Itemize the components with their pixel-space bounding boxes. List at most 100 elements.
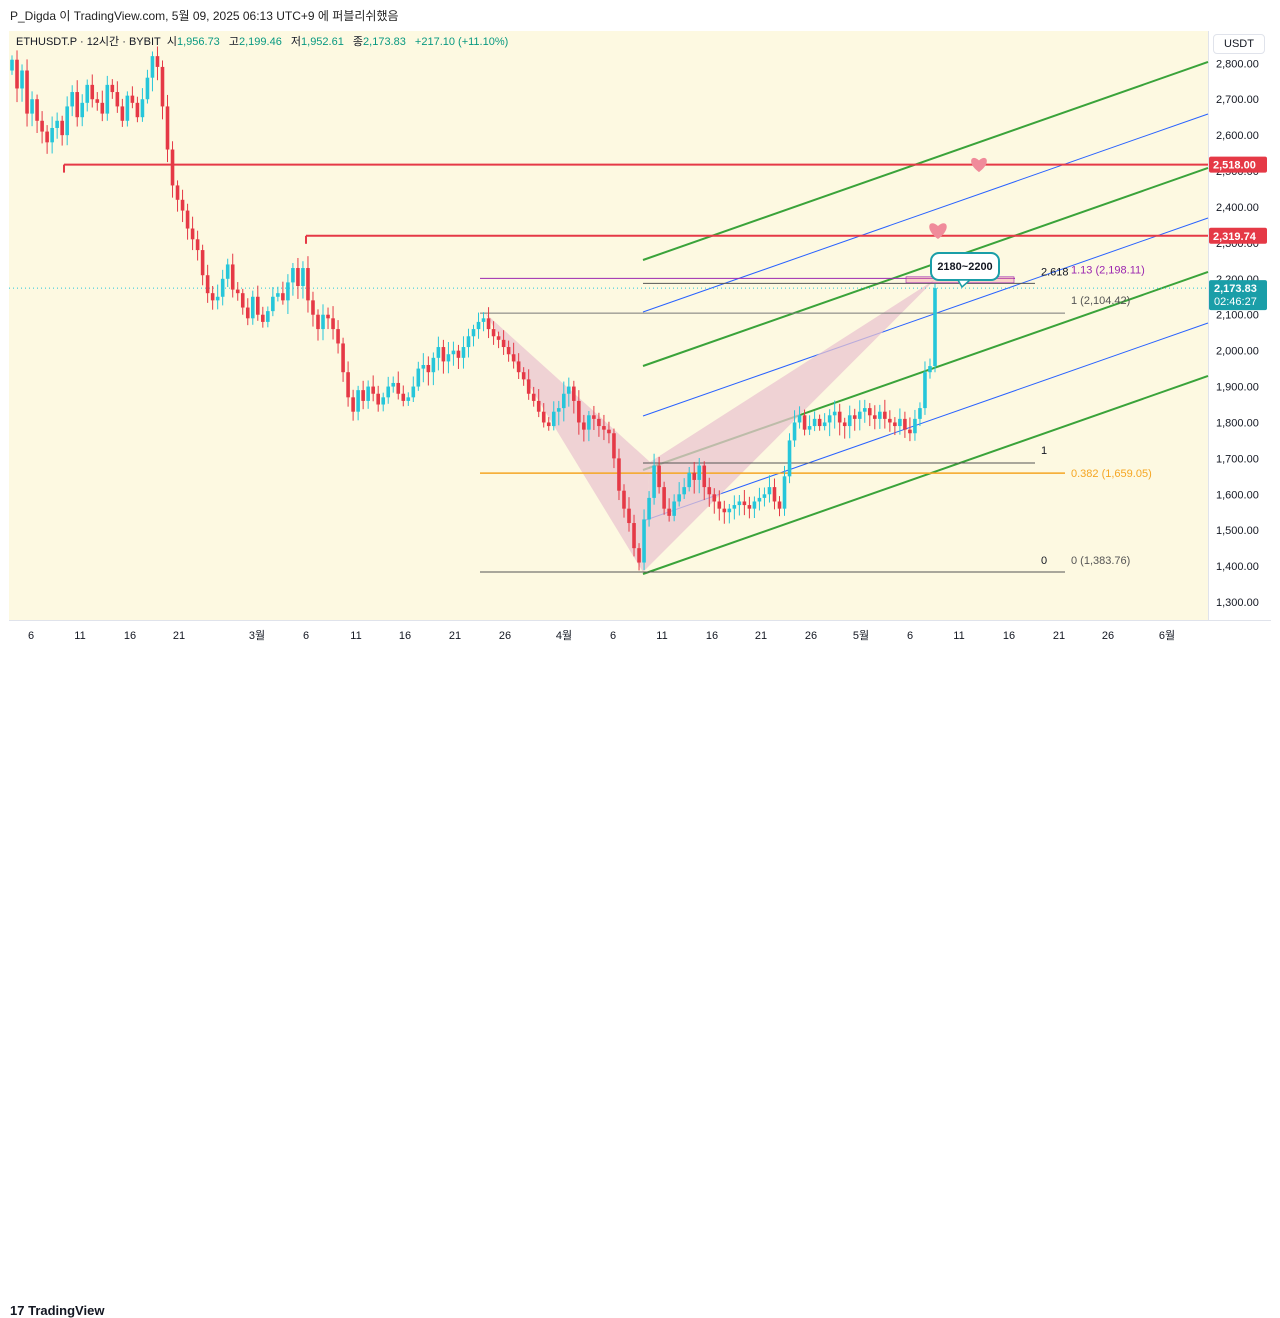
candle-body[interactable] <box>215 296 220 301</box>
candle-body[interactable] <box>281 293 285 301</box>
candle-body[interactable] <box>787 440 792 477</box>
candle-body[interactable] <box>842 422 847 427</box>
candle-body[interactable] <box>817 418 822 427</box>
candle-body[interactable] <box>561 393 566 409</box>
candle-body[interactable] <box>501 339 506 348</box>
candle-body[interactable] <box>747 505 752 509</box>
candle-body[interactable] <box>416 368 421 387</box>
candle-body[interactable] <box>225 264 230 279</box>
candle-body[interactable] <box>230 264 235 290</box>
candle-body[interactable] <box>832 411 837 416</box>
candle-body[interactable] <box>95 99 100 103</box>
candle-body[interactable] <box>737 501 742 506</box>
candle-body[interactable] <box>511 354 516 362</box>
channel-blue-line[interactable] <box>642 322 1209 522</box>
candle-body[interactable] <box>180 199 185 211</box>
candle-body[interactable] <box>446 354 451 362</box>
candle-body[interactable] <box>742 501 747 506</box>
candle-body[interactable] <box>140 99 145 118</box>
candle-body[interactable] <box>577 400 581 423</box>
candle-body[interactable] <box>306 268 310 301</box>
candle-body[interactable] <box>336 329 340 344</box>
candle-body[interactable] <box>898 418 902 427</box>
candle-body[interactable] <box>491 329 496 337</box>
candle-body[interactable] <box>331 318 335 330</box>
channel-blue-line[interactable] <box>642 113 1209 313</box>
candle-body[interactable] <box>878 411 882 419</box>
candle-body[interactable] <box>883 411 887 419</box>
channel-blue-line[interactable] <box>642 217 1209 417</box>
candle-body[interactable] <box>371 386 375 394</box>
candle-body[interactable] <box>551 411 556 427</box>
candle-body[interactable] <box>526 379 531 394</box>
candle-body[interactable] <box>351 397 355 412</box>
candle-body[interactable] <box>597 418 601 427</box>
candle-body[interactable] <box>662 487 666 509</box>
candle-body[interactable] <box>918 408 922 419</box>
candle-body[interactable] <box>657 465 661 488</box>
candle-body[interactable] <box>627 508 631 524</box>
candle-body[interactable] <box>296 268 300 286</box>
candle-body[interactable] <box>190 228 195 240</box>
candle-body[interactable] <box>923 372 927 409</box>
channel-green-line[interactable] <box>642 61 1209 261</box>
candle-body[interactable] <box>888 418 892 423</box>
candle-body[interactable] <box>125 95 130 121</box>
channel-green-line[interactable] <box>642 375 1209 575</box>
candle-body[interactable] <box>667 508 671 516</box>
candle-body[interactable] <box>341 343 345 373</box>
candle-body[interactable] <box>321 314 325 330</box>
candle-body[interactable] <box>245 307 250 319</box>
candle-body[interactable] <box>837 411 842 423</box>
candle-body[interactable] <box>672 501 676 516</box>
tradingview-logo[interactable]: 17 TradingView <box>10 1303 104 1318</box>
candle-body[interactable] <box>873 415 877 419</box>
candle-body[interactable] <box>100 102 105 114</box>
candle-body[interactable] <box>155 56 160 67</box>
candle-body[interactable] <box>60 120 64 136</box>
candle-body[interactable] <box>908 429 912 434</box>
candle-body[interactable] <box>867 408 872 416</box>
resistance-price-badge[interactable] <box>1209 156 1267 173</box>
candle-body[interactable] <box>546 422 551 427</box>
candle-body[interactable] <box>291 268 295 283</box>
candle-body[interactable] <box>115 92 120 107</box>
candle-body[interactable] <box>406 397 411 401</box>
candle-body[interactable] <box>145 77 150 100</box>
candle-body[interactable] <box>451 350 456 355</box>
candle-body[interactable] <box>431 357 436 373</box>
candle-body[interactable] <box>361 390 365 401</box>
candle-body[interactable] <box>376 393 380 405</box>
candle-body[interactable] <box>687 472 692 488</box>
candle-body[interactable] <box>772 487 777 502</box>
candle-body[interactable] <box>722 508 727 513</box>
candle-body[interactable] <box>210 293 215 301</box>
candle-body[interactable] <box>55 120 59 128</box>
candle-body[interactable] <box>421 365 426 369</box>
candle-body[interactable] <box>301 268 305 286</box>
candle-body[interactable] <box>311 300 315 315</box>
candle-body[interactable] <box>933 288 937 367</box>
candle-body[interactable] <box>386 386 391 398</box>
candle-body[interactable] <box>531 393 536 401</box>
candle-body[interactable] <box>150 56 155 78</box>
candle-body[interactable] <box>476 321 481 330</box>
candle-body[interactable] <box>135 102 140 118</box>
candle-body[interactable] <box>506 347 511 355</box>
candle-body[interactable] <box>205 275 210 294</box>
candle-body[interactable] <box>35 99 39 121</box>
candle-body[interactable] <box>391 382 396 387</box>
candle-body[interactable] <box>401 393 406 401</box>
candle-body[interactable] <box>587 415 591 430</box>
candle-body[interactable] <box>521 372 526 380</box>
candle-body[interactable] <box>441 347 446 362</box>
candle-body[interactable] <box>271 296 275 312</box>
candle-body[interactable] <box>75 92 80 118</box>
candle-body[interactable] <box>797 415 802 423</box>
legend-symbol[interactable]: ETHUSDT.P · 12시간 · BYBIT <box>16 36 161 48</box>
candle-body[interactable] <box>486 318 491 330</box>
candle-body[interactable] <box>220 278 225 297</box>
candle-body[interactable] <box>40 120 44 132</box>
price-axis[interactable] <box>1208 31 1272 620</box>
candle-body[interactable] <box>15 59 19 89</box>
